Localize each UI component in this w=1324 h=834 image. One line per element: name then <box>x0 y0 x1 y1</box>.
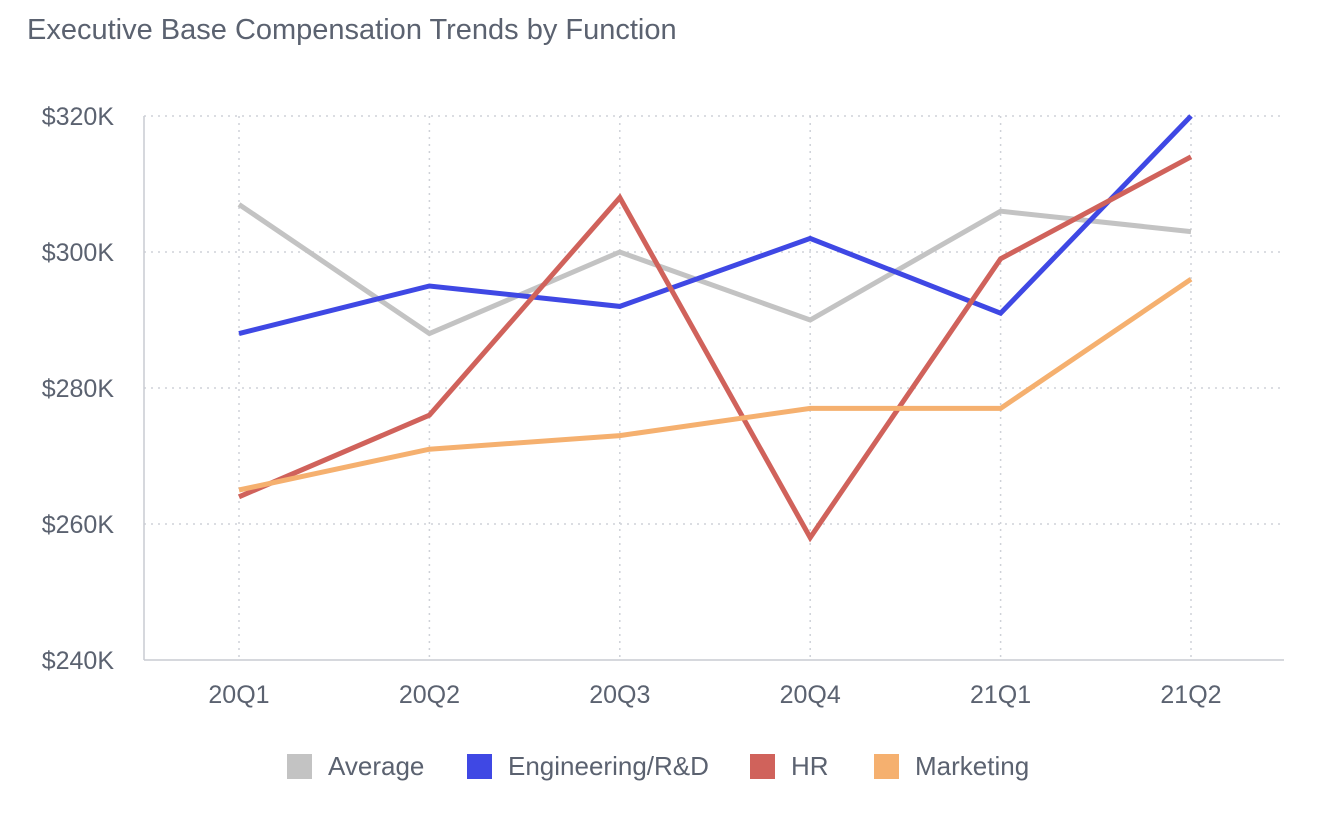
legend-swatch <box>874 753 899 779</box>
x-tick-label: 20Q3 <box>589 681 650 709</box>
series-line-hr <box>238 154 1193 543</box>
series-lines <box>237 114 1193 543</box>
y-tick-label: $300K <box>42 239 115 267</box>
grid-lines <box>144 115 1284 660</box>
y-tick-label: $320K <box>42 103 115 131</box>
y-tick-label: $260K <box>42 511 115 539</box>
legend-item-average[interactable]: Average <box>287 744 424 788</box>
legend-label: Average <box>328 750 425 781</box>
x-tick-label: 21Q2 <box>1160 681 1221 709</box>
axes: $240K $260K $280K $300K $320K 20Q1 20Q2 20Q3 20Q… <box>42 103 1284 709</box>
legend-label: Marketing <box>915 750 1030 781</box>
x-tick-label: 20Q4 <box>780 681 841 709</box>
series-line-average <box>237 202 1192 337</box>
legend-swatch <box>287 753 312 779</box>
legend-swatch <box>467 753 492 779</box>
series-line-marketing <box>238 277 1193 493</box>
legend-label: Engineering/R&D <box>508 750 709 781</box>
chart-title: Executive Base Compensation Trends by Fu… <box>27 14 677 46</box>
x-tick-label: 20Q1 <box>208 681 269 709</box>
y-tick-label: $280K <box>42 375 115 403</box>
legend-item-engineering-r-d[interactable]: Engineering/R&D <box>467 744 709 788</box>
x-tick-label: 20Q2 <box>399 681 460 709</box>
legend-item-marketing[interactable]: Marketing <box>874 744 1029 788</box>
legend-label: HR <box>791 750 829 781</box>
legend-swatch <box>750 753 775 779</box>
series-line-engineering-r-d <box>238 114 1193 337</box>
line-chart: $240K $260K $280K $300K $320K 20Q1 20Q2 20Q3 20Q… <box>42 103 1284 709</box>
legend: Average Engineering/R&D HR Marketing <box>0 744 1324 788</box>
x-tick-label: 21Q1 <box>970 681 1031 709</box>
legend-item-hr[interactable]: HR <box>750 744 829 788</box>
y-tick-label: $240K <box>42 647 115 675</box>
